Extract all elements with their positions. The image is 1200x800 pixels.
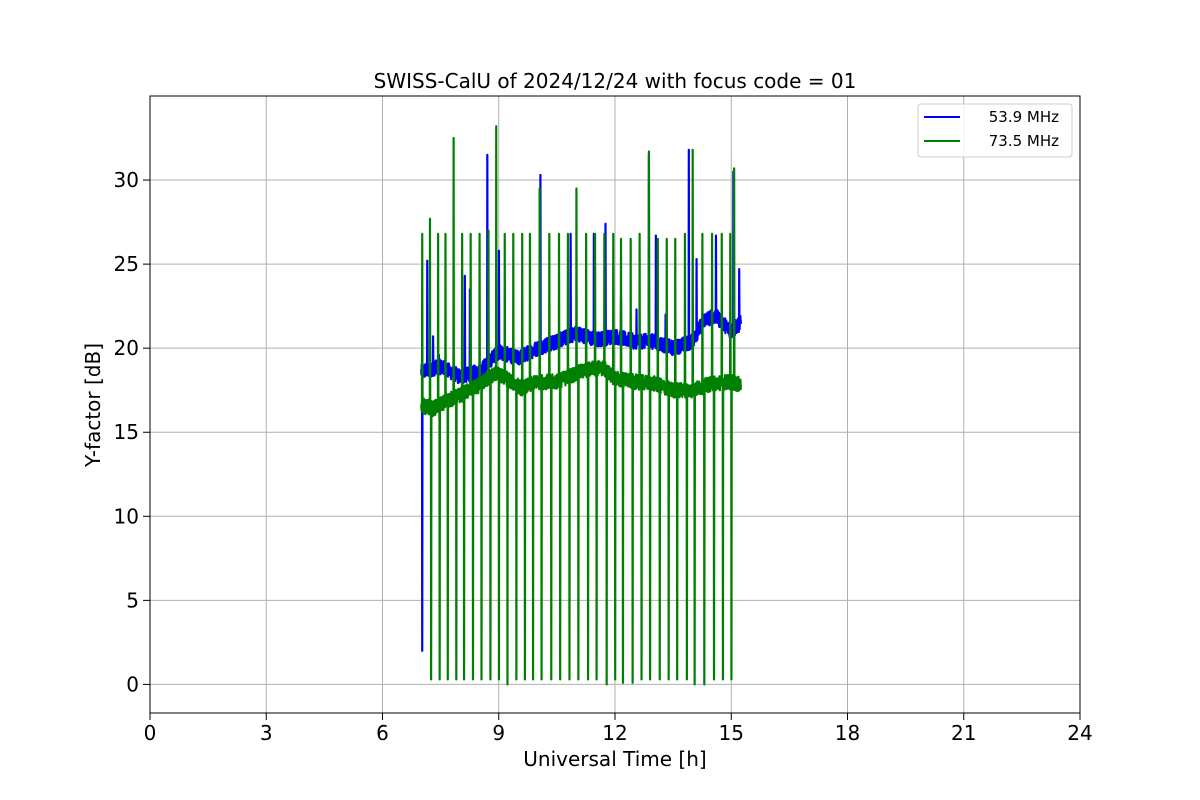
x-axis-label: Universal Time [h] [523, 747, 706, 771]
x-tick-label: 18 [835, 721, 860, 745]
legend-label-53-9: 53.9 MHz [989, 108, 1059, 126]
x-tick-label: 3 [260, 721, 273, 745]
y-axis-label: Y-factor [dB] [81, 343, 105, 468]
y-tick-label: 15 [114, 420, 139, 444]
plot-area [420, 125, 742, 686]
y-tick-label: 25 [114, 252, 139, 276]
x-tick-label: 0 [144, 721, 157, 745]
chart-title: SWISS-CalU of 2024/12/24 with focus code… [374, 69, 857, 93]
ticks: 0 3 6 9 12 15 18 21 24 0 5 10 15 20 25 30 [114, 168, 1093, 745]
y-tick-label: 5 [126, 588, 139, 612]
y-tick-label: 20 [114, 336, 139, 360]
legend: 53.9 MHz 73.5 MHz [917, 103, 1073, 158]
series-line-53-9-mhz [420, 148, 742, 652]
x-tick-label: 6 [376, 721, 389, 745]
x-tick-label: 12 [602, 721, 627, 745]
legend-label-73-5: 73.5 MHz [989, 132, 1059, 150]
y-tick-label: 10 [114, 504, 139, 528]
y-tick-label: 0 [126, 672, 139, 696]
x-tick-label: 15 [719, 721, 744, 745]
x-tick-label: 9 [492, 721, 505, 745]
x-tick-label: 21 [951, 721, 976, 745]
x-tick-label: 24 [1067, 721, 1092, 745]
series-line-73-5-mhz [420, 125, 742, 686]
y-tick-label: 30 [114, 168, 139, 192]
